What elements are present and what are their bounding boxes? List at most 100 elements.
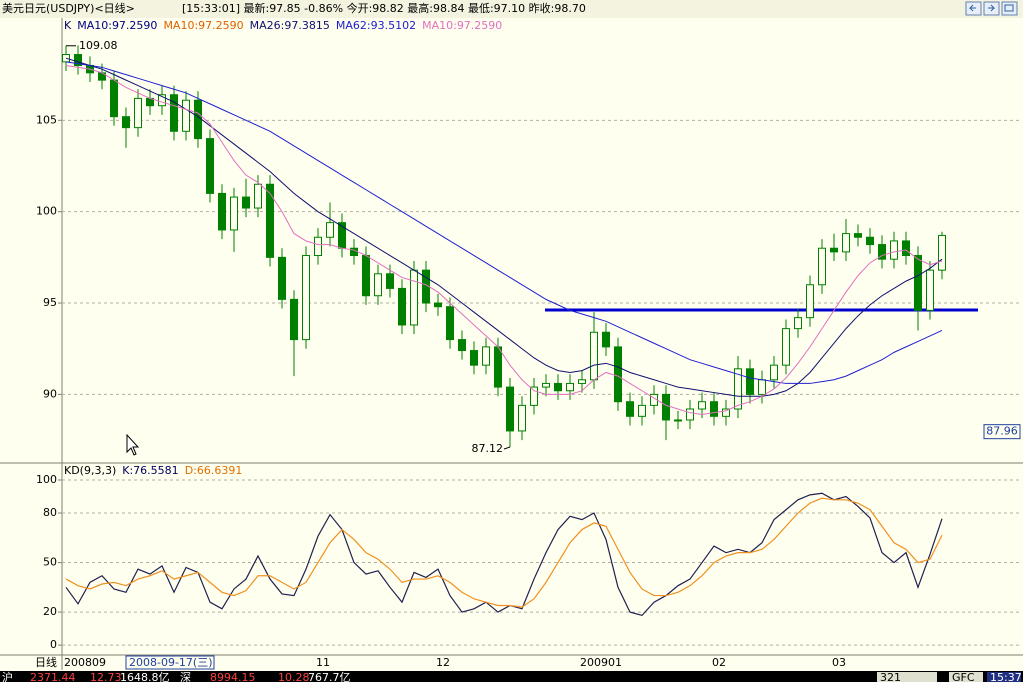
status-item: 15:37 (990, 671, 1022, 682)
icon (968, 4, 976, 12)
candle-body (182, 99, 190, 132)
candle-body (110, 79, 118, 118)
candle-body (326, 222, 334, 238)
window-buttons (965, 1, 1018, 16)
candle-body (866, 236, 874, 246)
candle-body (554, 382, 562, 392)
candle-body (854, 233, 862, 238)
icon (1004, 4, 1014, 12)
status-item: 深 (180, 671, 191, 682)
legend-entry: MA10:97.2590 (422, 19, 502, 32)
candle-body (758, 379, 766, 395)
candle-body (698, 401, 706, 410)
candle-body (710, 401, 718, 417)
candle-body (230, 196, 238, 231)
legend-entry: K (64, 19, 72, 32)
candle-body (446, 306, 454, 341)
status-item: 767.7亿 (308, 671, 351, 682)
candle-body (242, 196, 250, 209)
status-item: 沪 (2, 670, 13, 682)
candle-body (878, 244, 886, 260)
x-tick-label: 02 (712, 656, 726, 669)
candle-body (506, 386, 514, 432)
x-tick-label: 12 (436, 656, 450, 669)
y-tick-label: 0 (50, 638, 57, 651)
candle-body (662, 393, 670, 421)
candle-body (254, 183, 262, 209)
candle-body (494, 346, 502, 388)
status-item: GFC (952, 671, 975, 682)
candle-body (530, 386, 538, 406)
y-tick-label: 100 (36, 205, 57, 218)
status-cell (877, 672, 937, 682)
period-label: 日线 (35, 655, 57, 669)
candle-body (386, 273, 394, 289)
header-title: 美元日元(USDJPY)<日线> (2, 1, 135, 15)
mouse-cursor (126, 433, 140, 456)
candle-body (890, 240, 898, 260)
status-item: 10.28 (278, 671, 310, 682)
ma-line (65, 61, 943, 384)
candle-body (746, 368, 754, 395)
candle-body (170, 94, 178, 132)
candle-body (626, 401, 634, 417)
candle-body (374, 273, 382, 297)
candle-body (902, 240, 910, 257)
status-item: 8994.15 (210, 671, 256, 682)
candle-body (218, 192, 226, 231)
status-item: 12.73 (90, 671, 122, 682)
y-tick-label: 90 (43, 387, 57, 400)
candle-body (410, 269, 418, 326)
candle-body (278, 256, 286, 300)
candle-body (926, 269, 934, 311)
candle-body (542, 382, 550, 388)
legend-entry: K:76.5581 (122, 464, 178, 477)
candle-body (158, 94, 166, 107)
candle-body (806, 284, 814, 319)
status-item: 321 (880, 671, 901, 682)
candle-body (722, 408, 730, 417)
status-item: 2371.44 (30, 671, 76, 682)
legend-entry: MA10:97.2590 (77, 19, 157, 32)
x-tick-label: 200901 (580, 656, 622, 669)
candle-body (74, 54, 82, 67)
status-cell (987, 672, 1021, 682)
price-marker-label: 87.96 (986, 425, 1018, 438)
header-info: [15:33:01] 最新:97.85 -0.86% 今开:98.82 最高:9… (182, 1, 586, 15)
candle-body (590, 331, 598, 381)
candle-body (362, 255, 370, 297)
y-tick-label: 20 (43, 605, 57, 618)
candle-body (266, 183, 274, 258)
y-tick-label: 100 (36, 473, 57, 486)
candle-body (398, 287, 406, 326)
candle-body (122, 116, 130, 129)
legend-entry: MA62:93.5102 (336, 19, 416, 32)
label-pointer (503, 446, 511, 450)
ma-line (65, 65, 943, 415)
candle-body (638, 404, 646, 417)
x-tick-label: 200809 (64, 656, 106, 669)
candle-body (566, 382, 574, 392)
icon (988, 4, 996, 12)
kd-line (65, 497, 943, 608)
candle-body (578, 379, 586, 384)
candle-body (206, 138, 214, 194)
legend-entry: KD(9,3,3) (64, 464, 116, 477)
legend-entry: D:66.6391 (185, 464, 243, 477)
candle-body (818, 247, 826, 286)
candle-body (314, 236, 322, 257)
candle-body (302, 255, 310, 341)
candle-body (614, 346, 622, 403)
y-tick-label: 95 (43, 296, 57, 309)
cursor-date-box (125, 655, 215, 670)
status-item: 1648.8亿 (120, 671, 170, 682)
button-zoom[interactable] (1001, 1, 1018, 16)
candle-body (830, 247, 838, 253)
y-tick-label: 105 (36, 113, 57, 126)
low-label: 87.12 (472, 442, 504, 455)
candle-body (290, 298, 298, 341)
candle-body (734, 368, 742, 410)
candle-body (482, 346, 490, 366)
